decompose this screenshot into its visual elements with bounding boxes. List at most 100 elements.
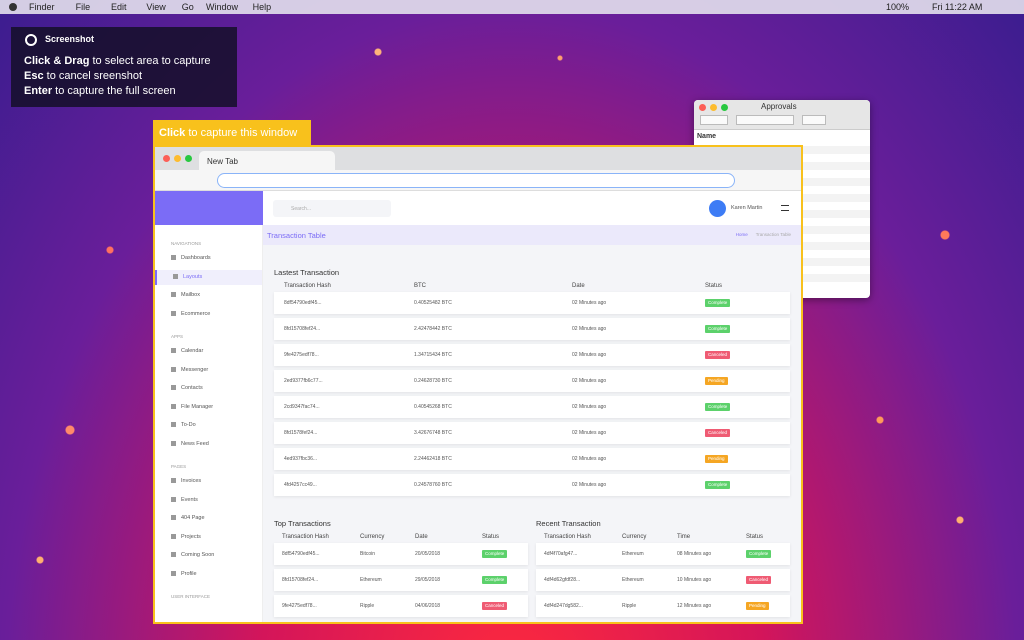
finder-arrange[interactable] [802, 115, 826, 125]
column-header: Transaction Hash [544, 534, 591, 540]
table-cell: Ripple [622, 603, 637, 609]
sidebar-icon [171, 478, 176, 483]
table-cell: 02 Minutes ago [572, 456, 607, 462]
table-cell: 2cd9347fac74... [284, 404, 320, 410]
hint-key: Enter [24, 85, 53, 97]
avatar[interactable] [709, 200, 726, 217]
sidebar-label: Calendar [181, 348, 204, 354]
table-cell: 8df54790edf45... [282, 551, 320, 557]
sidebar-icon [171, 552, 176, 557]
table-row[interactable]: 4fd4257cc49... 0.24578760 BTC 02 Minutes a… [274, 474, 790, 496]
table-cell: 02 Minutes ago [572, 300, 607, 306]
table-cell: 4fd4257cc49... [284, 482, 317, 488]
window-button[interactable] [710, 104, 717, 111]
omnibox[interactable] [217, 173, 735, 188]
column-header: Time [677, 534, 691, 540]
sidebar-item[interactable]: Layouts [155, 269, 262, 285]
sidebar-item[interactable]: 404 Page [155, 511, 262, 526]
table-row[interactable]: 8fd1578fef24... 3.42676748 BTC 02 Minutes … [274, 422, 790, 444]
menu-item[interactable]: View [146, 2, 166, 12]
menu-item[interactable]: Edit [111, 2, 127, 12]
sidebar-item[interactable]: Messenger [155, 363, 262, 378]
sidebar-label: Events [181, 496, 198, 503]
page-header: Transaction Table Home Transaction Table [263, 225, 801, 245]
menu-item[interactable]: Help [252, 2, 272, 12]
capture-banner: Click to capture this window [153, 120, 311, 147]
search-placeholder: Search... [291, 206, 312, 212]
sidebar-label: Profile [181, 570, 197, 577]
sidebar-item[interactable]: Profile [155, 567, 262, 582]
sidebar-label: News Feed [181, 440, 209, 447]
window-button[interactable] [174, 155, 181, 162]
table-cell: Ethereum [622, 551, 644, 557]
finder-view[interactable] [736, 115, 794, 125]
hint-line: Esc to cancel sreenshot [24, 70, 142, 82]
sidebar-item[interactable]: Events [155, 493, 262, 508]
hint-key: Click & Drag [24, 55, 90, 67]
hint-text: to cancel sreenshot [43, 70, 143, 82]
sidebar-item[interactable]: Calendar [155, 344, 262, 359]
table-row[interactable]: 4df4f70afg47... Ethereum 08 Minutes ago Com… [536, 543, 790, 565]
browser-window: New Tab NAVIGATIONS Dashboards Layouts Mailb… [153, 145, 803, 624]
hint-icon [25, 34, 37, 46]
sidebar-icon [171, 533, 176, 539]
sidebar-item[interactable]: Ecommerce [155, 307, 262, 322]
table-cell: 02 Minutes ago [572, 352, 607, 358]
column-header: BTC [414, 283, 426, 289]
table-cell: 04/06/2018 [415, 603, 441, 609]
sidebar-label: File Manager [181, 403, 214, 410]
tab-title: New Tab [207, 157, 238, 166]
table-row[interactable]: 2cd9347fac74... 0.40545268 BTC 02 Minutes … [274, 396, 790, 418]
table-row[interactable]: 8df54790edf45... 0.40525482 BTC 02 Minutes… [274, 292, 790, 314]
sidebar-item[interactable]: Contacts [155, 381, 262, 396]
table-row[interactable]: 4ed937fbc36... 2.24462418 BTC 02 Minutes a… [274, 448, 790, 470]
capture-key: Click [159, 127, 186, 139]
sidebar-icon [171, 515, 176, 520]
sidebar-item[interactable]: File Manager [155, 400, 262, 415]
tab[interactable]: New Tab [199, 151, 335, 170]
sidebar-item[interactable]: Mailbox [155, 288, 262, 303]
table-row[interactable]: 2ed9377fb6c77... 0.24628730 BTC 02 Minutes… [274, 370, 790, 392]
table-row[interactable]: 9fe4275edf78... Ripple 04/06/2018 Canceled [274, 595, 528, 617]
column-header: Currency [360, 534, 385, 540]
apple-icon[interactable] [9, 3, 17, 11]
status-badge: Pending [746, 602, 769, 610]
menu-item[interactable]: File [75, 2, 91, 12]
menu-item[interactable]: Finder [29, 2, 55, 12]
table-cell: 29/05/2018 [415, 577, 441, 583]
column-header: Transaction Hash [284, 283, 331, 289]
table-cell: 0.40525482 BTC [414, 300, 452, 306]
sidebar-icon [171, 496, 176, 502]
sidebar-brand [155, 191, 263, 225]
sidebar-section: NAVIGATIONS [171, 241, 202, 246]
table-row[interactable]: 4df4d62gfdf28... Ethereum 10 Minutes ago Ca… [536, 569, 790, 591]
sidebar-icon [171, 348, 176, 353]
window-button[interactable] [721, 104, 728, 111]
menu-item[interactable]: Window [206, 2, 239, 12]
hint-text: to select area to capture [89, 55, 211, 67]
sidebar-label: Projects [181, 533, 201, 540]
sidebar-item[interactable]: Dashboards [155, 251, 262, 266]
sidebar-item[interactable]: Projects [155, 530, 262, 545]
column-header: Status [705, 283, 723, 289]
finder-nav[interactable] [700, 115, 728, 125]
menu-icon[interactable] [781, 205, 789, 211]
sidebar-item[interactable]: Coming Soon [155, 548, 262, 563]
table-row[interactable]: 9fe4275edf78... 1.34715434 BTC 02 Minutes … [274, 344, 790, 366]
sidebar-icon [171, 440, 176, 446]
sidebar-item[interactable]: To-Do [155, 418, 262, 433]
table-row[interactable]: 8df54790edf45... Bitcoin 20/05/2018 Complet… [274, 543, 528, 565]
table-cell: 10 Minutes ago [677, 577, 712, 583]
menu-item[interactable]: Go [181, 2, 194, 12]
window-button[interactable] [699, 104, 706, 111]
table-row[interactable]: 4df4d247dg582... Ripple 12 Minutes ago Pend… [536, 595, 790, 617]
sidebar-item[interactable]: Invoices [155, 474, 262, 489]
search[interactable]: Search... [273, 200, 391, 217]
table-cell: 1.34715434 BTC [414, 352, 452, 358]
table-row[interactable]: 8fd15708fef24... 2.42478442 BTC 02 Minutes… [274, 318, 790, 340]
table-row[interactable]: 8fd15708fef24... Ethereum 29/05/2018 Comple… [274, 569, 528, 591]
window-button[interactable] [163, 155, 170, 162]
window-button[interactable] [185, 155, 192, 162]
sidebar-item[interactable]: News Feed [155, 437, 262, 452]
column-header: Status [746, 534, 764, 540]
